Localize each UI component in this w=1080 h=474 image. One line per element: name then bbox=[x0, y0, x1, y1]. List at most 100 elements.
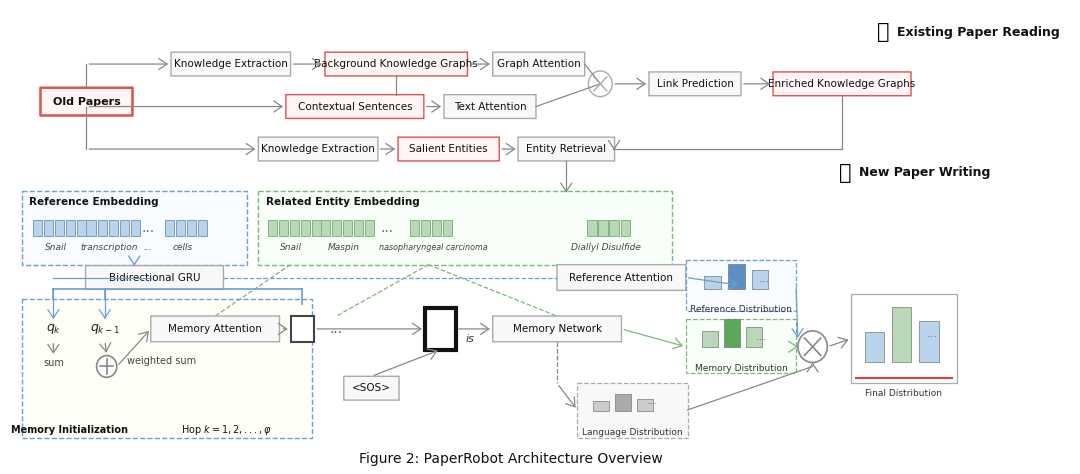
FancyBboxPatch shape bbox=[492, 52, 584, 76]
Text: Old Papers: Old Papers bbox=[53, 97, 120, 107]
Bar bbox=[752, 270, 769, 290]
Text: ...: ... bbox=[647, 396, 658, 406]
Text: Snail: Snail bbox=[280, 243, 301, 252]
Text: Memory Distribution: Memory Distribution bbox=[694, 364, 787, 373]
Text: cells: cells bbox=[173, 243, 193, 252]
Text: Existing Paper Reading: Existing Paper Reading bbox=[897, 26, 1059, 39]
Circle shape bbox=[798, 331, 827, 363]
Text: Figure 2: PaperRobot Architecture Overview: Figure 2: PaperRobot Architecture Overvi… bbox=[360, 452, 663, 466]
Bar bbox=[865, 332, 885, 362]
Bar bbox=[443, 220, 453, 236]
Bar bbox=[702, 331, 717, 346]
Bar bbox=[588, 220, 596, 236]
Text: Graph Attention: Graph Attention bbox=[497, 59, 581, 69]
Text: Knowledge Extraction: Knowledge Extraction bbox=[261, 144, 375, 154]
Text: ...: ... bbox=[144, 243, 152, 252]
FancyBboxPatch shape bbox=[85, 265, 224, 290]
Bar bbox=[598, 220, 608, 236]
Text: Reference Attention: Reference Attention bbox=[569, 273, 674, 283]
Text: 🖨: 🖨 bbox=[838, 163, 851, 183]
Text: Salient Entities: Salient Entities bbox=[409, 144, 488, 154]
Text: ...: ... bbox=[382, 243, 391, 252]
FancyBboxPatch shape bbox=[518, 137, 615, 161]
Bar bbox=[593, 401, 609, 411]
Text: <SOS>: <SOS> bbox=[352, 383, 391, 393]
Text: ...: ... bbox=[380, 221, 393, 235]
Bar bbox=[704, 275, 721, 290]
Text: Memory Attention: Memory Attention bbox=[168, 324, 262, 334]
Text: ...: ... bbox=[329, 322, 343, 336]
Text: New Paper Writing: New Paper Writing bbox=[859, 166, 990, 179]
Text: Background Knowledge Graphs: Background Knowledge Graphs bbox=[314, 59, 478, 69]
FancyBboxPatch shape bbox=[492, 316, 621, 342]
Text: Memory Initialization: Memory Initialization bbox=[12, 425, 129, 435]
FancyBboxPatch shape bbox=[325, 52, 468, 76]
Text: ...: ... bbox=[141, 221, 154, 235]
Bar bbox=[851, 294, 957, 383]
Bar bbox=[33, 220, 42, 236]
Bar bbox=[354, 220, 363, 236]
Bar bbox=[421, 220, 430, 236]
Text: sum: sum bbox=[43, 358, 64, 368]
Bar bbox=[268, 220, 276, 236]
Bar bbox=[279, 220, 287, 236]
Text: Bidirectional GRU: Bidirectional GRU bbox=[109, 273, 200, 283]
Bar bbox=[919, 321, 939, 362]
Text: ...: ... bbox=[758, 274, 769, 284]
Bar bbox=[621, 220, 630, 236]
Bar bbox=[432, 220, 442, 236]
FancyBboxPatch shape bbox=[649, 72, 741, 96]
Text: ...: ... bbox=[756, 332, 767, 342]
Bar bbox=[892, 307, 912, 362]
FancyBboxPatch shape bbox=[171, 52, 291, 76]
Text: Reference Distribution: Reference Distribution bbox=[690, 305, 792, 314]
Text: Entity Retrieval: Entity Retrieval bbox=[526, 144, 606, 154]
Text: $q_{k-1}$: $q_{k-1}$ bbox=[90, 322, 120, 336]
Bar bbox=[410, 220, 419, 236]
Bar bbox=[108, 220, 118, 236]
Bar bbox=[258, 191, 672, 264]
Text: Reference Embedding: Reference Embedding bbox=[29, 197, 159, 208]
Text: Maspin: Maspin bbox=[328, 243, 360, 252]
Bar bbox=[686, 319, 796, 374]
Text: Memory Network: Memory Network bbox=[513, 324, 602, 334]
FancyBboxPatch shape bbox=[258, 137, 378, 161]
Text: nasopharyngeal carcinoma: nasopharyngeal carcinoma bbox=[379, 243, 487, 252]
Bar bbox=[198, 220, 207, 236]
Text: Knowledge Extraction: Knowledge Extraction bbox=[174, 59, 287, 69]
FancyBboxPatch shape bbox=[557, 264, 686, 291]
Bar bbox=[365, 220, 374, 236]
Text: $q_k$: $q_k$ bbox=[45, 322, 62, 336]
Bar bbox=[66, 220, 76, 236]
Bar bbox=[44, 220, 53, 236]
Bar bbox=[55, 220, 65, 236]
FancyBboxPatch shape bbox=[444, 95, 536, 118]
Bar bbox=[321, 220, 330, 236]
Text: Text Attention: Text Attention bbox=[454, 101, 526, 111]
Bar bbox=[289, 220, 299, 236]
Circle shape bbox=[96, 356, 117, 377]
Bar bbox=[578, 383, 688, 438]
FancyBboxPatch shape bbox=[286, 95, 423, 118]
Bar bbox=[291, 316, 314, 342]
Text: Contextual Sentences: Contextual Sentences bbox=[298, 101, 413, 111]
Bar bbox=[616, 393, 631, 411]
Text: Enriched Knowledge Graphs: Enriched Knowledge Graphs bbox=[768, 79, 916, 89]
Text: is: is bbox=[465, 334, 474, 344]
Bar bbox=[131, 220, 139, 236]
Bar bbox=[686, 260, 796, 311]
FancyBboxPatch shape bbox=[151, 316, 280, 342]
Bar bbox=[176, 220, 185, 236]
Bar bbox=[22, 191, 247, 264]
FancyBboxPatch shape bbox=[399, 137, 499, 161]
Text: weighted sum: weighted sum bbox=[127, 356, 197, 365]
FancyBboxPatch shape bbox=[40, 88, 133, 116]
Bar bbox=[332, 220, 341, 236]
Bar bbox=[343, 220, 352, 236]
Bar bbox=[728, 264, 745, 290]
Bar bbox=[424, 308, 456, 350]
Text: Diallyl Disulfide: Diallyl Disulfide bbox=[571, 243, 640, 252]
Text: Language Distribution: Language Distribution bbox=[582, 428, 683, 437]
Bar bbox=[312, 220, 321, 236]
Bar bbox=[97, 220, 107, 236]
